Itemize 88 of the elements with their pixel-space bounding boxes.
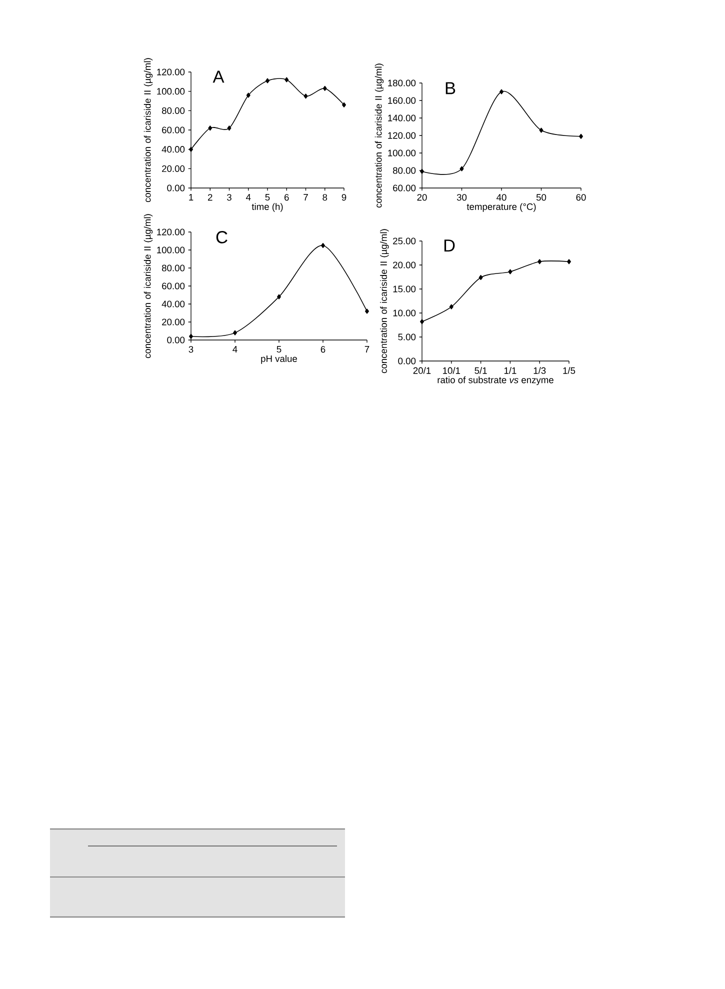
x-axis-title: temperature (°C) [466, 203, 536, 212]
y-tick-label: 120.00 [157, 68, 185, 76]
x-tick-label: 5 [276, 346, 282, 353]
point [578, 134, 583, 139]
x-tick-label: 1 [189, 194, 194, 200]
x-tick-label: 6 [320, 346, 326, 353]
x-tick-label: 20 [417, 194, 427, 201]
y-tick-label: 10.00 [393, 310, 416, 316]
x-tick-label: 10/1 [443, 367, 460, 374]
x-tick-label: 8 [322, 194, 328, 201]
x-tick-label: 4 [246, 194, 251, 200]
x-tick-label: 4 [232, 346, 238, 352]
y-tick-label: 100.00 [157, 88, 185, 95]
point [420, 319, 424, 324]
x-tick-label: 1/3 [534, 367, 546, 374]
y-axis-title: concentration of icariside II (µg/ml) [144, 214, 153, 358]
y-tick-label: 120.00 [388, 132, 416, 139]
point [266, 78, 270, 84]
y-tick-label: 80.00 [393, 167, 416, 174]
y-tick-label: 100.00 [388, 150, 416, 156]
point [567, 259, 571, 264]
y-tick-label: 0.00 [167, 184, 185, 192]
x-tick-label: 1/1 [504, 367, 516, 374]
y-tick-label: 15.00 [393, 286, 416, 292]
y-tick-label: 140.00 [388, 114, 416, 122]
y-tick-label: 20.00 [162, 318, 185, 326]
point [277, 294, 281, 300]
point [227, 126, 232, 131]
y-axis-title: concentration of icariside II (µg/ml) [374, 64, 384, 208]
point [284, 77, 289, 82]
y-tick-label: 180.00 [388, 80, 416, 86]
x-tick-label: 50 [536, 194, 546, 201]
point [246, 92, 250, 98]
y-tick-label: 20.00 [393, 262, 416, 268]
x-tick-label: 5 [265, 194, 270, 201]
x-tick-label: 40 [496, 194, 506, 201]
y-tick-label: 160.00 [388, 97, 416, 104]
annotation: B [446, 82, 456, 94]
x-tick-label: 6 [284, 194, 289, 201]
x-tick-label: 20/1 [413, 367, 431, 374]
point [233, 330, 237, 336]
y-tick-label: 60.00 [162, 126, 185, 134]
x-tick-label: 60 [576, 194, 586, 201]
y-tick-label: 0.00 [167, 336, 185, 344]
point [364, 308, 369, 314]
point [322, 86, 327, 91]
y-tick-label: 60.00 [393, 184, 416, 192]
y-axis-title: concentration of icariside II (µg/ml) [144, 58, 153, 202]
y-tick-label: 120.00 [157, 228, 185, 236]
annotation: D [444, 240, 455, 252]
x-tick-label: 5/1 [474, 367, 487, 374]
point [508, 269, 512, 274]
y-tick-label: 5.00 [398, 334, 416, 340]
y-tick-label: 20.00 [162, 165, 185, 172]
x-tick-label: 7 [304, 194, 308, 200]
y-tick-label: 60.00 [162, 282, 185, 290]
annotation: A [212, 70, 224, 83]
point [460, 166, 464, 172]
x-tick-label: 7 [364, 346, 370, 352]
y-axis-title: concentration of icariside II (µg/ml) [380, 229, 389, 374]
annotation: C [216, 231, 228, 244]
y-tick-label: 100.00 [157, 246, 185, 254]
y-tick-label: 25.00 [393, 238, 416, 244]
x-axis-title: pH value [261, 355, 297, 364]
point [478, 274, 483, 280]
y-tick-label: 80.00 [162, 107, 185, 114]
point [539, 128, 544, 133]
y-tick-label: 40.00 [162, 300, 185, 308]
x-tick-label: 9 [342, 194, 346, 201]
x-tick-label: 1/5 [563, 367, 576, 374]
x-tick-label: 3 [188, 346, 194, 353]
x-tick-label: 3 [227, 194, 232, 201]
y-tick-label: 0.00 [398, 358, 416, 364]
point [449, 304, 454, 310]
x-tick-label: 30 [456, 194, 467, 201]
point [342, 102, 346, 108]
y-tick-label: 40.00 [162, 146, 185, 153]
x-axis-title: ratio of substrate vs enzyme [438, 376, 554, 386]
point [189, 334, 194, 339]
point [189, 146, 194, 152]
point [538, 259, 542, 264]
x-tick-label: 2 [208, 194, 212, 201]
point [304, 94, 308, 99]
point [500, 89, 504, 94]
x-axis-title: time (h) [252, 203, 283, 212]
point [208, 126, 212, 131]
point [420, 168, 424, 174]
y-tick-label: 80.00 [162, 264, 185, 272]
